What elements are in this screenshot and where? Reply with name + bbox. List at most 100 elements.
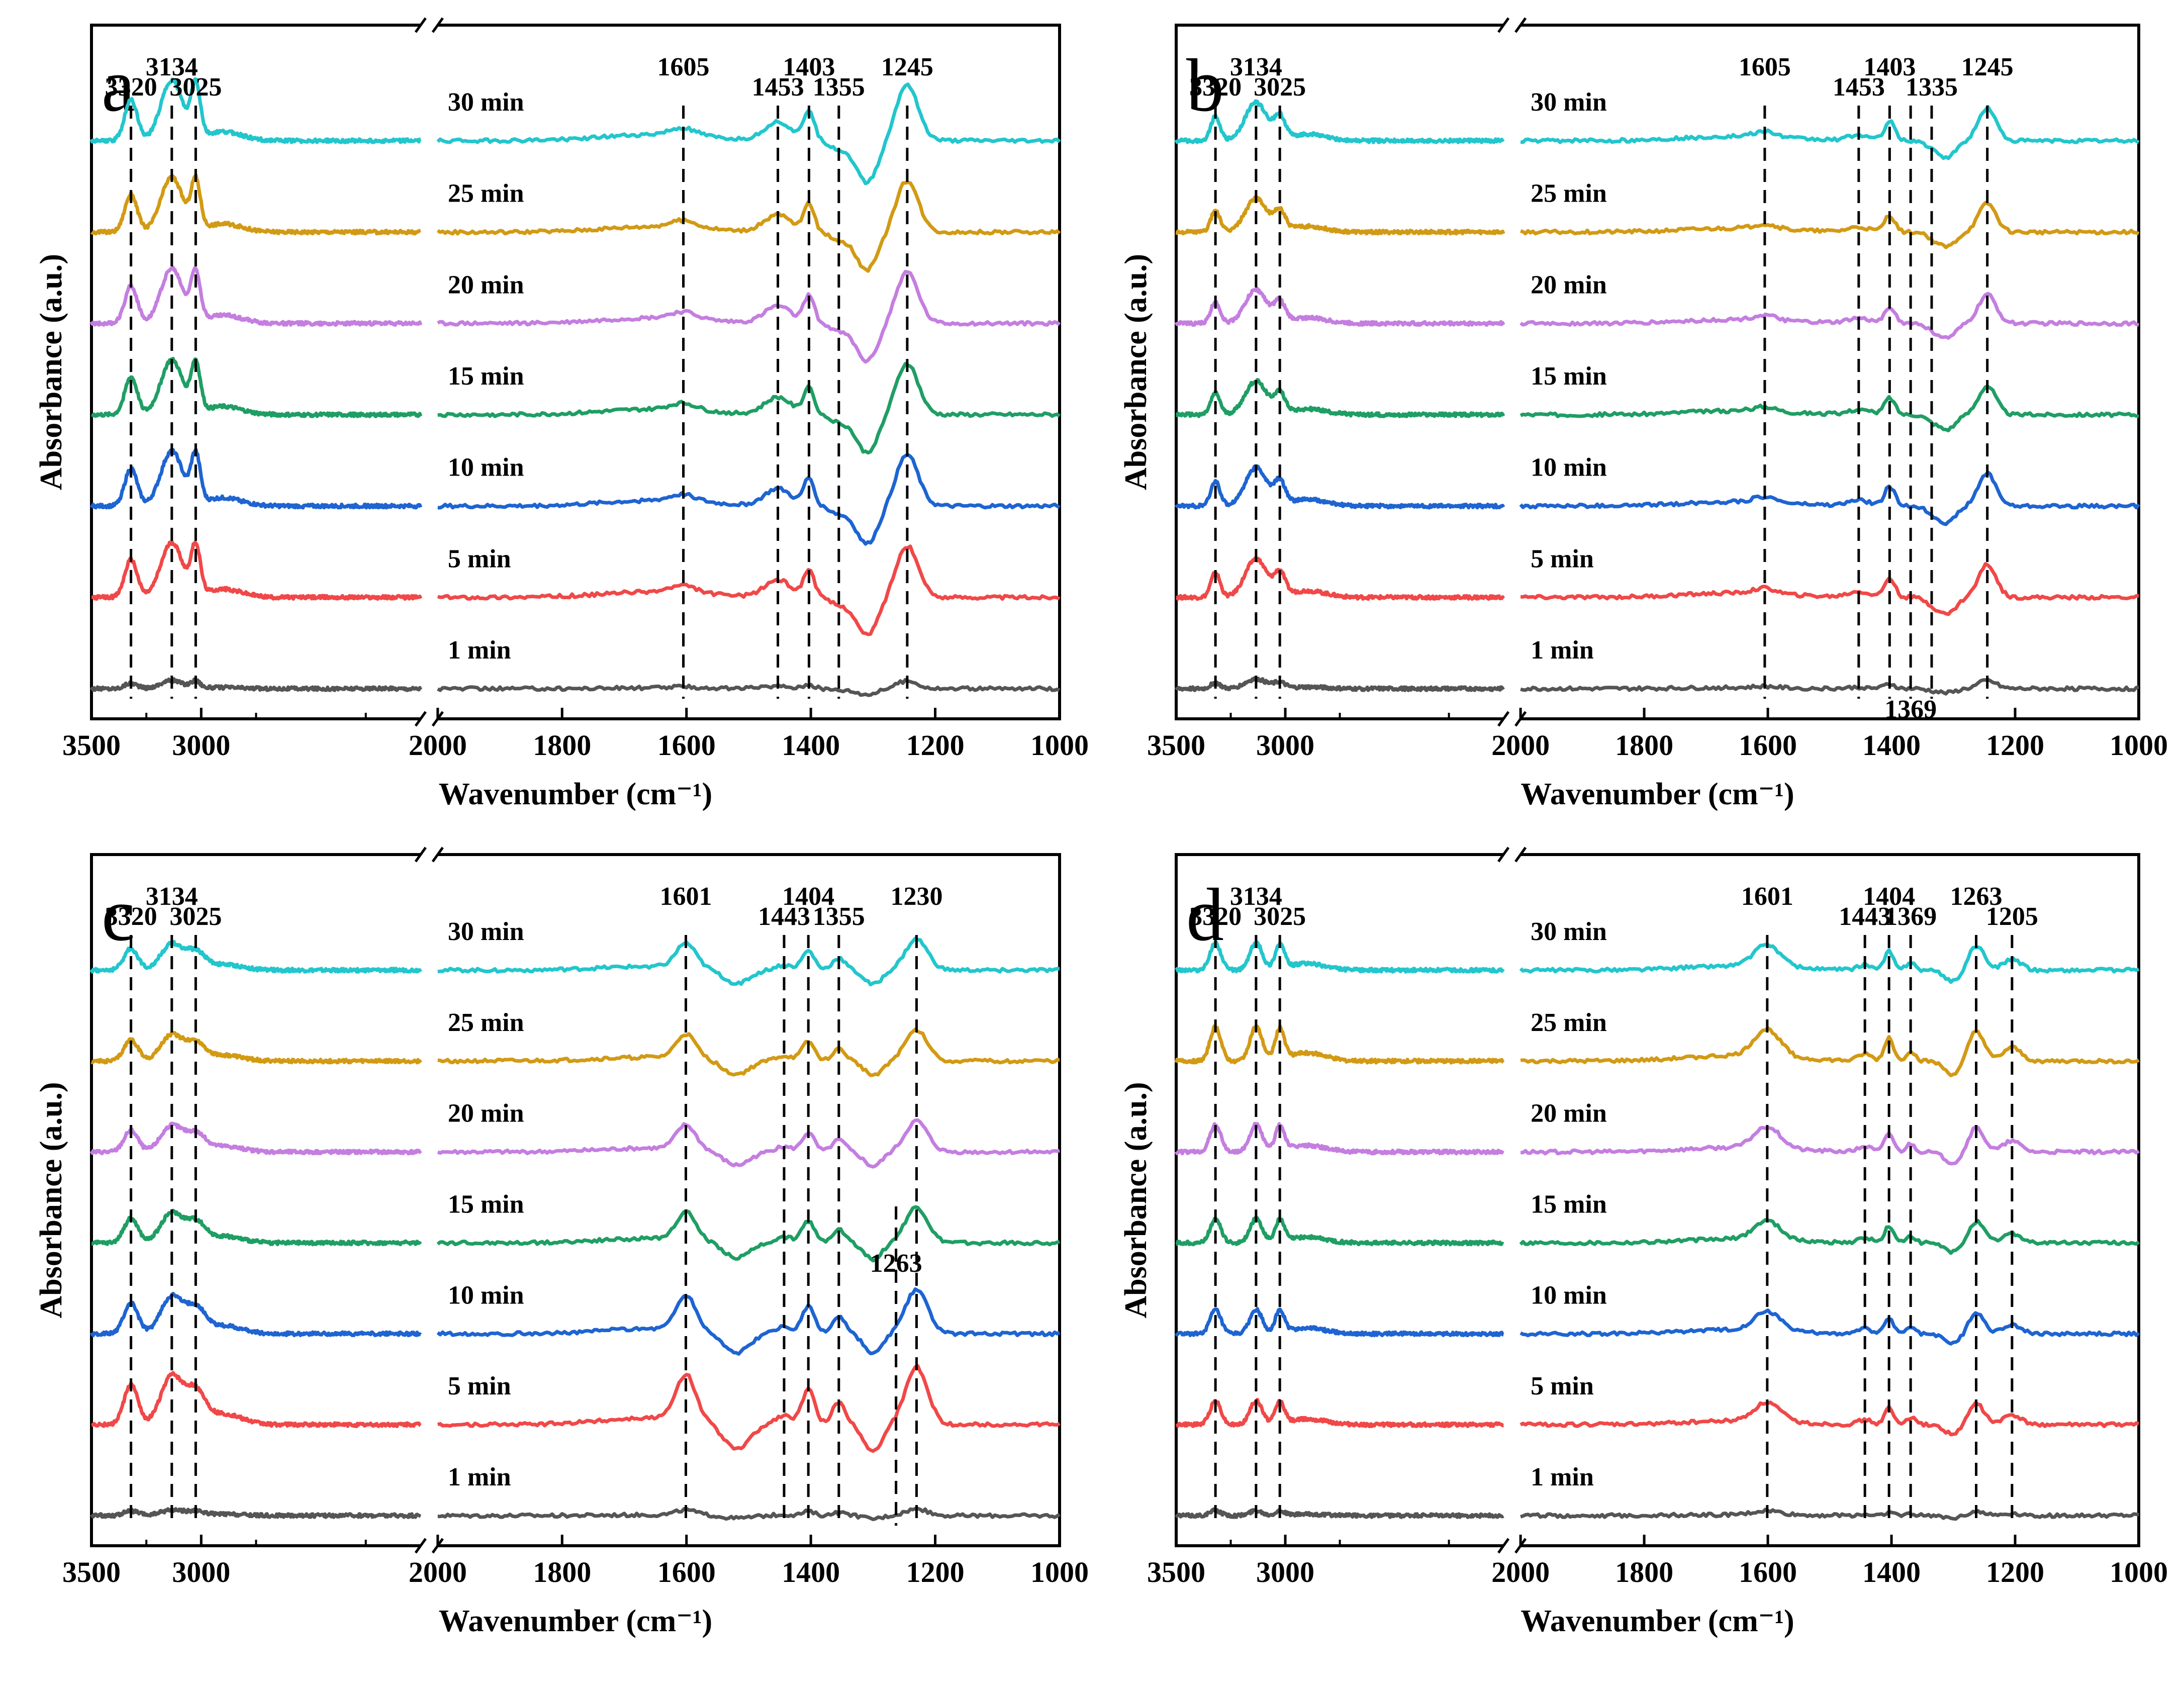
series-label-c-15min: 15 min bbox=[448, 1190, 524, 1219]
series-label-a-25min: 25 min bbox=[448, 179, 524, 208]
series-c-25min-right bbox=[437, 1027, 1060, 1077]
peak-label-b-1403: 1403 bbox=[1863, 53, 1916, 81]
peak-label-b-1335: 1335 bbox=[1906, 73, 1958, 102]
series-d-10min-left bbox=[1174, 1307, 1504, 1338]
series-d-5min-right bbox=[1520, 1400, 2140, 1437]
series-d-15min-left bbox=[1175, 1215, 1504, 1247]
series-label-c-30min: 30 min bbox=[448, 917, 524, 946]
series-label-d-15min: 15 min bbox=[1531, 1190, 1607, 1219]
x-tick-label-b-2000: 2000 bbox=[1491, 729, 1550, 762]
axes-frame-b bbox=[1175, 24, 2140, 720]
x-tick-label-c-3000: 3000 bbox=[172, 1556, 230, 1588]
x-tick-label-a-1000: 1000 bbox=[1030, 729, 1089, 762]
series-b-25min-right bbox=[1520, 201, 2140, 249]
series-b-15min-left bbox=[1175, 378, 1505, 418]
axis-break-mark-d-1-0 bbox=[1497, 1538, 1510, 1554]
series-c-1min-left bbox=[90, 1507, 422, 1519]
series-d-25min-right bbox=[1520, 1026, 2140, 1077]
series-label-d-10min: 10 min bbox=[1531, 1281, 1607, 1309]
series-b-15min-right bbox=[1520, 385, 2139, 432]
x-tick-label-d-1600: 1600 bbox=[1739, 1556, 1797, 1588]
y-axis-title-c: Absorbance (a.u.) bbox=[34, 1082, 68, 1318]
peak-label-c-1601: 1601 bbox=[659, 882, 712, 911]
series-c-15min-right bbox=[436, 1205, 1061, 1263]
series-label-b-25min: 25 min bbox=[1531, 179, 1607, 208]
series-d-30min-right bbox=[1519, 943, 2140, 984]
x-tick-label-b-3500: 3500 bbox=[1147, 729, 1205, 762]
series-c-5min-left bbox=[90, 1371, 422, 1428]
axes-frame-d bbox=[1175, 853, 2140, 1547]
series-label-d-25min: 25 min bbox=[1531, 1008, 1607, 1037]
peak-label-d-3320: 3320 bbox=[1189, 902, 1242, 931]
series-d-20min-left bbox=[1174, 1121, 1504, 1156]
x-tick-label-a-3500: 3500 bbox=[62, 729, 121, 762]
x-axis-title-b: Wavenumber (cm⁻¹) bbox=[1521, 777, 1794, 811]
series-d-20min-right bbox=[1520, 1125, 2140, 1166]
peak-label-d-1601: 1601 bbox=[1741, 882, 1793, 911]
series-a-20min-right bbox=[437, 269, 1061, 364]
x-tick-label-d-3000: 3000 bbox=[1256, 1556, 1314, 1588]
x-axis-title-d: Wavenumber (cm⁻¹) bbox=[1521, 1604, 1794, 1638]
x-tick-label-b-3000: 3000 bbox=[1256, 729, 1314, 762]
peak-label-c-1404: 1404 bbox=[782, 882, 834, 911]
peak-label-b-1453: 1453 bbox=[1833, 73, 1885, 102]
series-b-1min-right bbox=[1520, 678, 2139, 696]
series-d-10min-right bbox=[1520, 1308, 2140, 1346]
axis-break-mark-a-1-0 bbox=[414, 711, 427, 727]
peak-label-b-3320: 3320 bbox=[1189, 73, 1242, 102]
x-tick-label-d-1800: 1800 bbox=[1615, 1556, 1673, 1588]
panel-letter-a: a bbox=[102, 44, 135, 127]
series-label-d-30min: 30 min bbox=[1531, 917, 1607, 946]
axis-break-mark-d-0-1 bbox=[1514, 847, 1527, 863]
series-label-c-25min: 25 min bbox=[448, 1008, 524, 1037]
panel-d: 3500 3000 2000 1800 1600 1400 1200 1000 Wavenumb… bbox=[1119, 847, 2168, 1638]
series-a-5min-right bbox=[437, 544, 1061, 636]
peak-label-c-3320: 3320 bbox=[105, 902, 157, 931]
series-b-30min-left bbox=[1174, 99, 1505, 144]
peak-label-a-1355: 1355 bbox=[813, 73, 865, 102]
axis-break-mark-b-0-1 bbox=[1514, 17, 1527, 33]
series-b-5min-right bbox=[1521, 562, 2139, 616]
series-label-d-1min: 1 min bbox=[1531, 1463, 1594, 1491]
peak-label-a-3320: 3320 bbox=[105, 73, 157, 102]
series-c-5min-right bbox=[437, 1364, 1061, 1453]
x-tick-label-b-1200: 1200 bbox=[1986, 729, 2044, 762]
series-a-5min-left bbox=[90, 540, 423, 601]
x-tick-label-d-1000: 1000 bbox=[2110, 1556, 2168, 1588]
series-c-1min-right bbox=[437, 1507, 1061, 1522]
series-a-25min-left bbox=[90, 173, 422, 236]
peak-label-c-1230: 1230 bbox=[890, 882, 942, 911]
series-b-1min-left bbox=[1174, 676, 1505, 692]
x-tick-label-b-1600: 1600 bbox=[1739, 729, 1797, 762]
peak-label-b-1605: 1605 bbox=[1739, 53, 1791, 81]
peak-label-d-1404: 1404 bbox=[1863, 882, 1915, 911]
x-tick-label-a-1400: 1400 bbox=[782, 729, 840, 762]
series-a-1min-left bbox=[89, 677, 423, 692]
peak-label-b-3025: 3025 bbox=[1254, 73, 1306, 102]
series-label-b-20min: 20 min bbox=[1531, 270, 1607, 299]
series-a-20min-left bbox=[89, 265, 423, 327]
x-tick-label-d-3500: 3500 bbox=[1147, 1556, 1205, 1588]
series-a-30min-left bbox=[89, 77, 422, 144]
x-tick-label-b-1800: 1800 bbox=[1615, 729, 1673, 762]
x-axis-title-a: Wavenumber (cm⁻¹) bbox=[439, 777, 712, 811]
peak-label-d-3134: 3134 bbox=[1230, 882, 1282, 911]
y-axis-title-a: Absorbance (a.u.) bbox=[34, 254, 68, 490]
series-label-a-5min: 5 min bbox=[448, 544, 511, 573]
series-a-30min-right bbox=[436, 82, 1061, 185]
series-label-a-20min: 20 min bbox=[448, 270, 524, 299]
x-tick-label-a-1200: 1200 bbox=[906, 729, 965, 762]
x-tick-label-c-1000: 1000 bbox=[1030, 1556, 1089, 1588]
axis-break-mark-d-0-0 bbox=[1497, 847, 1510, 863]
peak-label-c-1443: 1443 bbox=[758, 902, 810, 931]
series-label-b-10min: 10 min bbox=[1531, 453, 1607, 482]
peak-label-b-1245: 1245 bbox=[1961, 53, 2014, 81]
peak-label-b-1369: 1369 bbox=[1884, 695, 1937, 724]
series-label-a-30min: 30 min bbox=[448, 88, 524, 117]
peak-label-b-3134: 3134 bbox=[1230, 53, 1282, 81]
peak-label-a-1245: 1245 bbox=[881, 53, 933, 81]
series-c-10min-left bbox=[89, 1291, 422, 1338]
panel-letter-c: c bbox=[102, 873, 135, 957]
series-a-15min-left bbox=[90, 356, 423, 418]
